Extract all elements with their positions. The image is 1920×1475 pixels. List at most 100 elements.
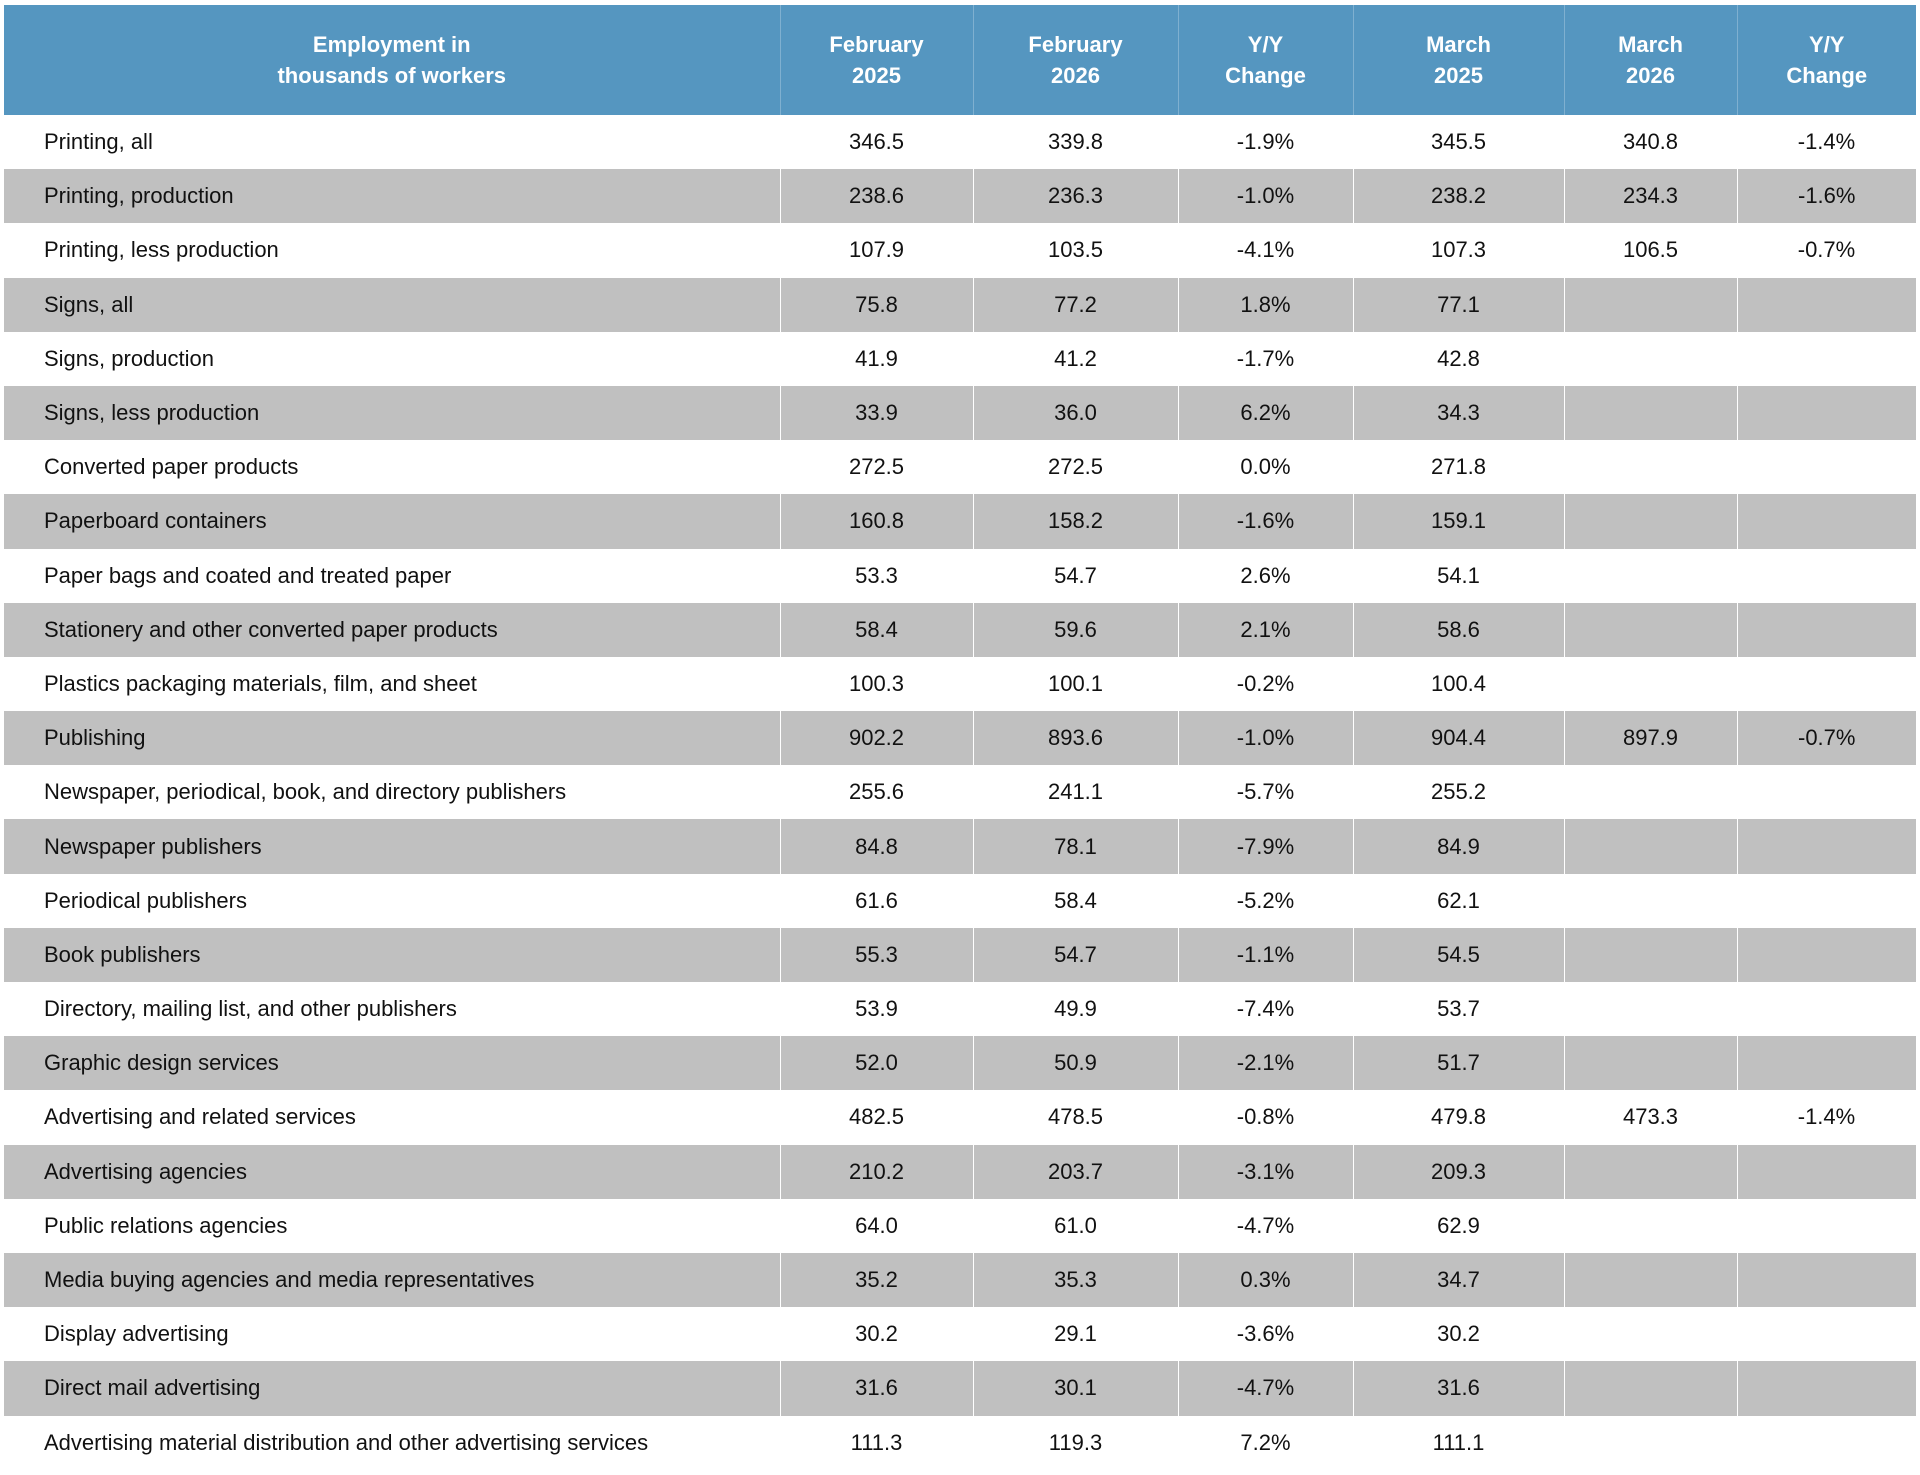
header-line: March xyxy=(1618,32,1683,57)
data-cell xyxy=(1564,277,1738,332)
data-cell: 33.9 xyxy=(780,385,974,441)
data-cell: 0.0% xyxy=(1240,454,1291,480)
data-cell xyxy=(1737,602,1916,657)
row-label: Signs, less production xyxy=(4,385,781,441)
data-cell: 51.7 xyxy=(1353,1036,1565,1091)
data-cell: 54.5 xyxy=(1353,927,1565,982)
data-cell: 107.3 xyxy=(1430,237,1487,263)
header-cell: Employment in thousands of workers xyxy=(4,5,781,115)
data-cell: 100.1 xyxy=(1047,670,1104,696)
data-cell xyxy=(1737,1307,1916,1361)
data-cell xyxy=(1737,1361,1916,1416)
data-cell: 36.0 xyxy=(973,385,1179,441)
data-cell xyxy=(1737,1036,1916,1091)
row-label: Advertising agencies xyxy=(4,1144,781,1199)
data-cell: 35.2 xyxy=(780,1252,974,1308)
data-cell xyxy=(1564,982,1737,1036)
data-cell: 272.5 xyxy=(1047,454,1104,480)
data-cell xyxy=(1564,819,1738,874)
data-cell: 902.2 xyxy=(780,711,974,766)
data-cell: 210.2 xyxy=(780,1144,974,1199)
data-cell: 111.1 xyxy=(1432,1429,1485,1455)
row-label: Stationery and other converted paper pro… xyxy=(4,602,781,657)
data-cell xyxy=(1564,1416,1737,1470)
data-cell: 84.8 xyxy=(780,819,974,874)
data-cell: 31.6 xyxy=(780,1361,974,1416)
data-cell: 209.3 xyxy=(1353,1144,1565,1199)
data-cell xyxy=(1564,332,1737,386)
table-body: Printing, all 346.5 339.8 -1.9% 345.5 340.8 -1… xyxy=(4,115,1916,1470)
data-cell xyxy=(1564,1361,1738,1416)
data-cell: -3.6% xyxy=(1236,1321,1295,1347)
data-cell xyxy=(1564,1036,1738,1091)
data-cell: 7.2% xyxy=(1240,1429,1291,1455)
data-cell: 241.1 xyxy=(1047,779,1104,805)
data-cell: 339.8 xyxy=(1047,129,1104,155)
header-line: February xyxy=(829,32,924,57)
header-line: 2025 xyxy=(1434,63,1483,88)
row-label: Public relations agencies xyxy=(44,1212,288,1238)
data-cell: 236.3 xyxy=(973,169,1179,224)
header-cell: March 2025 xyxy=(1353,5,1565,115)
data-cell: 58.4 xyxy=(780,602,974,657)
header-cell: February 2026 xyxy=(973,5,1179,115)
row-label: Converted paper products xyxy=(44,454,299,480)
data-cell xyxy=(1564,440,1737,494)
data-cell: 255.2 xyxy=(1430,779,1487,805)
data-cell: 31.6 xyxy=(1353,1361,1565,1416)
data-cell: 271.8 xyxy=(1430,454,1487,480)
data-cell: 77.1 xyxy=(1353,277,1565,332)
data-cell: 41.9 xyxy=(855,345,898,371)
data-cell xyxy=(1737,1199,1916,1253)
table-row: Advertising and related services 482.5 478… xyxy=(4,1090,1916,1144)
data-cell: 158.2 xyxy=(973,494,1179,549)
table-row: Newspaper publishers 84.8 78.1 -7.9% 84.9 xyxy=(4,819,1916,874)
table-row: Direct mail advertising 31.6 30.1 -4.7% 31.6 xyxy=(4,1361,1916,1416)
table-row: Graphic design services 52.0 50.9 -2.1% 51.7 xyxy=(4,1036,1916,1091)
data-cell xyxy=(1737,927,1916,982)
header-line: 2026 xyxy=(1626,63,1675,88)
data-cell: 203.7 xyxy=(973,1144,1179,1199)
data-cell: 77.2 xyxy=(973,277,1179,332)
data-cell: -1.4% xyxy=(1797,1104,1856,1130)
data-cell: 54.7 xyxy=(973,927,1179,982)
data-cell: 2.6% xyxy=(1240,562,1291,588)
data-cell xyxy=(1564,385,1738,441)
data-cell: 255.6 xyxy=(848,779,905,805)
data-cell: 103.5 xyxy=(1047,237,1104,263)
data-cell xyxy=(1737,874,1916,928)
data-cell: 52.0 xyxy=(780,1036,974,1091)
data-cell: -0.7% xyxy=(1797,237,1856,263)
data-cell: 100.3 xyxy=(848,670,905,696)
row-label: Directory, mailing list, and other publi… xyxy=(44,996,457,1022)
table-row: Signs, production 41.9 41.2 -1.7% 42.8 xyxy=(4,332,1916,386)
row-label: Advertising and related services xyxy=(44,1104,356,1130)
data-cell: 35.3 xyxy=(973,1252,1179,1308)
data-cell: 345.5 xyxy=(1430,129,1487,155)
data-cell: -1.6% xyxy=(1178,494,1354,549)
header-line: thousands of workers xyxy=(277,63,507,88)
data-cell: 159.1 xyxy=(1353,494,1565,549)
header-line: 2026 xyxy=(1051,63,1100,88)
data-cell xyxy=(1564,874,1737,928)
data-cell: 478.5 xyxy=(1047,1104,1104,1130)
data-cell xyxy=(1737,385,1916,441)
data-cell: 34.3 xyxy=(1353,385,1565,441)
table-row: Media buying agencies and media represen… xyxy=(4,1252,1916,1308)
row-label: Media buying agencies and media represen… xyxy=(4,1252,781,1308)
data-cell: -3.1% xyxy=(1178,1144,1354,1199)
data-cell: 2.1% xyxy=(1178,602,1354,657)
data-cell: 238.6 xyxy=(780,169,974,224)
table-row: Publishing 902.2 893.6 -1.0% 904.4 897.9 -0.7% xyxy=(4,711,1916,766)
row-label: Printing, production xyxy=(4,169,781,224)
data-cell xyxy=(1564,1252,1738,1308)
table-row: Public relations agencies 64.0 61.0 -4.7% 62… xyxy=(4,1199,1916,1253)
data-cell xyxy=(1564,1199,1737,1253)
data-cell: 897.9 xyxy=(1564,711,1738,766)
data-cell: 64.0 xyxy=(855,1212,898,1238)
data-cell: 61.0 xyxy=(1054,1212,1097,1238)
table-row: Advertising agencies 210.2 203.7 -3.1% 209.3 xyxy=(4,1144,1916,1199)
data-cell: 30.2 xyxy=(855,1321,898,1347)
data-cell: 479.8 xyxy=(1430,1104,1487,1130)
data-cell: 41.2 xyxy=(1054,345,1097,371)
